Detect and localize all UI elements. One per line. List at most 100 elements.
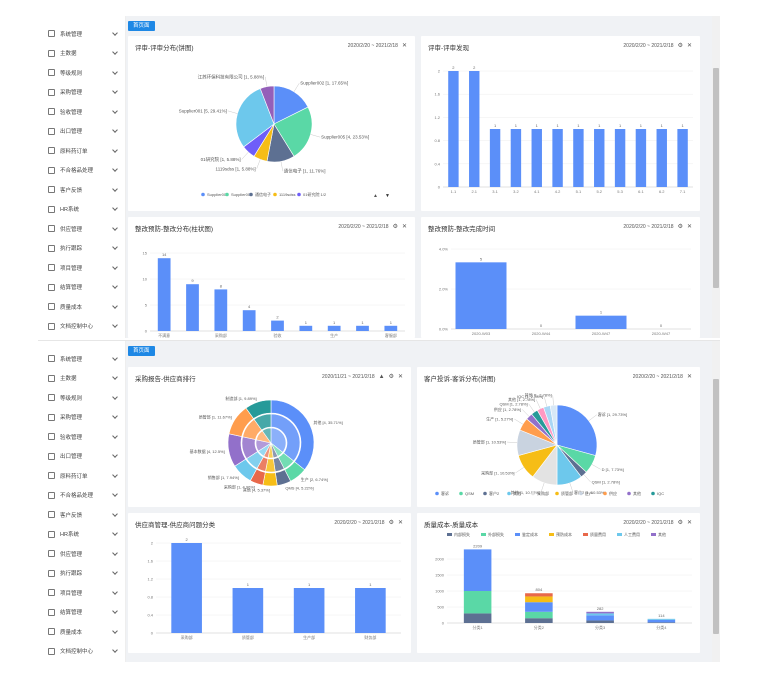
filter-icon[interactable]: ▲ — [378, 374, 385, 380]
close-icon[interactable]: ✕ — [686, 520, 692, 526]
sidebar-item[interactable]: 执行跟踪 — [38, 239, 125, 259]
home-tab[interactable]: 首页面 — [128, 21, 155, 31]
sidebar-item[interactable]: 文档控制中心 — [38, 317, 125, 337]
menu-icon — [48, 433, 55, 441]
label-line — [310, 134, 321, 138]
sidebar-item[interactable]: 项目管理 — [38, 258, 125, 278]
sidebar-item[interactable]: 等级规则 — [38, 388, 125, 408]
legend-marker — [273, 192, 277, 197]
gear-icon[interactable]: ⚙ — [388, 374, 394, 380]
y-tick-label: 1000 — [435, 589, 445, 594]
close-icon[interactable]: ✕ — [686, 374, 692, 380]
card-complaint-pie: 客户投诉-客诉分布(饼图) 2020/2/20 ~ 2021/2/18 ✕ 客诉 … — [417, 367, 700, 507]
sidebar-item[interactable]: 客户反馈 — [38, 505, 125, 525]
sidebar-item[interactable]: 采购管理 — [38, 408, 125, 428]
y-tick-label: 1.2 — [147, 577, 153, 582]
sidebar-item[interactable]: 主数据 — [38, 369, 125, 389]
bar-value-label: 1 — [598, 123, 601, 128]
sidebar-item[interactable]: 验收管理 — [38, 102, 125, 122]
slice-label: 生产 [2, 6.74%] — [301, 476, 328, 482]
sidebar-item[interactable]: 验收管理 — [38, 427, 125, 447]
bar — [157, 258, 171, 331]
sidebar-item[interactable]: HR系统 — [38, 200, 125, 220]
stacked-bar-segment — [647, 619, 676, 623]
sidebar-item[interactable]: 原料药订单 — [38, 141, 125, 161]
menu-icon — [48, 225, 55, 233]
sidebar-item[interactable]: 文档控制中心 — [38, 642, 125, 662]
sidebar-item[interactable]: 供应管理 — [38, 544, 125, 564]
chevron-down-icon — [112, 354, 118, 361]
sidebar-item[interactable]: 质量成本 — [38, 622, 125, 642]
close-icon[interactable]: ✕ — [397, 520, 403, 526]
sidebar-item-label: 采购管理 — [60, 415, 83, 422]
sidebar-item[interactable]: 原料药订单 — [38, 466, 125, 486]
y-tick-label: 0.4 — [147, 613, 153, 618]
stacked-bar-segment — [463, 549, 492, 591]
sidebar-item-label: 出口管理 — [60, 454, 83, 461]
sidebar-item-label: 不合格品处理 — [60, 168, 94, 175]
card-title: 质量成本-质量成本 — [424, 522, 479, 529]
sidebar-item[interactable]: 客户反馈 — [38, 180, 125, 200]
sidebar-item[interactable]: HR系统 — [38, 525, 125, 545]
close-icon[interactable]: ✕ — [401, 224, 407, 230]
slice-label: 制造部 [1, 9.89%] — [226, 395, 257, 401]
sidebar-item[interactable]: 结算管理 — [38, 278, 125, 298]
sidebar-item[interactable]: 等级规则 — [38, 63, 125, 83]
sidebar-item[interactable]: 工作台 — [38, 336, 125, 338]
y-tick-label: 0.8 — [147, 595, 153, 600]
sidebar-item[interactable]: 不合格品处理 — [38, 161, 125, 181]
sidebar-item[interactable]: 出口管理 — [38, 122, 125, 142]
sidebar-item-label: 系统管理 — [60, 356, 83, 363]
card-supplier-rank: 采购报告-供应商排行 2020/11/21 ~ 2021/2/18 ▲ ⚙ ✕ 其他 … — [128, 367, 411, 507]
sidebar-item[interactable]: 项目管理 — [38, 583, 125, 603]
bar — [384, 325, 398, 331]
sidebar-item[interactable]: 供应管理 — [38, 219, 125, 239]
scrollbar[interactable] — [712, 341, 720, 662]
sidebar-item-label: 结算管理 — [60, 610, 83, 617]
sidebar-item[interactable]: 出口管理 — [38, 447, 125, 467]
sidebar-item[interactable]: 不合格品处理 — [38, 486, 125, 506]
bar-value-label: 1 — [681, 123, 684, 128]
close-icon[interactable]: ✕ — [397, 374, 403, 380]
sidebar-item[interactable]: 采购管理 — [38, 83, 125, 103]
y-tick-label: 2 — [438, 69, 441, 74]
gear-icon[interactable]: ⚙ — [677, 224, 683, 230]
y-tick-label: 2000 — [435, 557, 445, 562]
bar — [510, 129, 522, 187]
gear-icon[interactable]: ⚙ — [392, 224, 398, 230]
stacked-bar-segment — [463, 591, 492, 614]
gear-icon[interactable]: ⚙ — [388, 520, 394, 526]
chevron-down-icon — [112, 588, 118, 595]
gear-icon[interactable]: ⚙ — [677, 43, 683, 49]
bar — [293, 588, 325, 633]
home-tab[interactable]: 首页面 — [128, 346, 155, 356]
slice-label: 质管部 [1, 10.53%] — [473, 439, 506, 445]
sidebar-item-label: HR系统 — [60, 207, 79, 214]
bar-value-label: 2 — [452, 65, 455, 70]
legend-marker — [481, 533, 486, 536]
sidebar: 系统管理主数据 等级规则采购管理验收管理出口管理原料药订单 不合格品处理 客户反馈 HR… — [38, 341, 126, 662]
y-tick-label: 10 — [143, 277, 148, 282]
bar — [677, 129, 688, 187]
close-icon[interactable]: ✕ — [686, 43, 692, 49]
sidebar-item[interactable]: 任务管理 — [38, 661, 125, 662]
chevron-down-icon — [112, 88, 118, 95]
sidebar-item[interactable]: 系统管理 — [38, 24, 125, 44]
sidebar-item[interactable]: 主数据 — [38, 44, 125, 64]
gear-icon[interactable]: ⚙ — [677, 520, 683, 526]
slice-label: 采购部 [1, 4.96%] — [224, 484, 255, 490]
close-icon[interactable]: ✕ — [686, 224, 692, 230]
chevron-down-icon — [112, 510, 118, 517]
x-tick-label: 7.1 — [680, 189, 686, 194]
chevron-down-icon — [112, 146, 118, 153]
chevron-down-icon — [112, 68, 118, 75]
sidebar-item[interactable]: 系统管理 — [38, 349, 125, 369]
scrollbar[interactable] — [712, 16, 720, 338]
sidebar-item[interactable]: 执行跟踪 — [38, 564, 125, 584]
sidebar-item[interactable]: 质量成本 — [38, 297, 125, 317]
legend-marker — [515, 533, 520, 536]
close-icon[interactable]: ✕ — [401, 43, 407, 49]
date-range: 2020/2/20 ~ 2021/2/18 ⚙ ✕ — [623, 520, 692, 526]
x-tick-label: 2020-W03 — [472, 331, 491, 336]
sidebar-item[interactable]: 结算管理 — [38, 603, 125, 623]
